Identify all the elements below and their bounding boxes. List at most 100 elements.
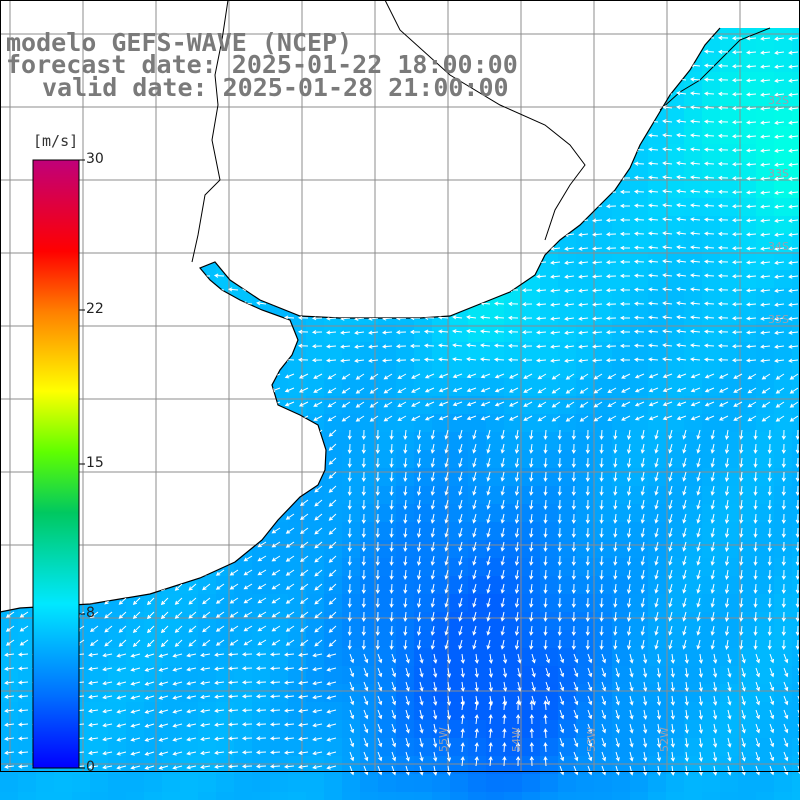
wind-arrow [788, 218, 799, 223]
wind-arrow [724, 485, 730, 496]
wind-arrow [411, 387, 421, 393]
wind-arrow [689, 105, 701, 110]
field-cell [306, 756, 325, 775]
wind-arrow [172, 723, 183, 728]
field-cell [360, 702, 379, 721]
wind-arrow [619, 329, 631, 335]
wind-arrow [424, 415, 435, 421]
field-cell [702, 468, 721, 487]
wind-arrow [298, 708, 309, 713]
wind-arrow [328, 471, 337, 479]
field-cell [0, 756, 19, 775]
field-cell [486, 432, 505, 451]
field-cell [720, 684, 739, 703]
field-cell [576, 594, 595, 613]
field-cell [576, 234, 595, 253]
wind-arrow [656, 667, 662, 678]
field-cell [324, 504, 343, 523]
field-cell [756, 306, 775, 325]
wind-arrow [781, 485, 786, 497]
wind-arrow [328, 457, 337, 465]
wind-arrow [587, 695, 593, 706]
wind-arrow [529, 499, 534, 510]
wind-arrow [102, 723, 113, 728]
wind-arrow [578, 288, 589, 293]
wind-arrow [297, 329, 309, 334]
field-cell [90, 612, 109, 631]
wind-arrow [703, 301, 715, 306]
wind-arrow [585, 639, 590, 651]
field-cell [774, 54, 793, 73]
wind-arrow [788, 260, 799, 265]
wind-arrow [486, 611, 491, 622]
wind-arrow [474, 700, 479, 711]
field-cell [414, 612, 433, 631]
wind-arrow [403, 569, 408, 581]
wind-arrow [724, 611, 730, 622]
wind-arrow [626, 485, 632, 496]
field-cell [306, 648, 325, 667]
field-cell [594, 612, 613, 631]
wind-arrow [654, 583, 659, 594]
wind-arrow [416, 457, 422, 468]
field-cell [468, 306, 487, 325]
field-cell [522, 306, 541, 325]
wind-arrow [397, 387, 407, 393]
wind-arrow [375, 443, 380, 455]
wind-arrow [731, 302, 743, 307]
wind-arrow [361, 597, 366, 609]
wind-arrow [781, 611, 786, 623]
field-cell [702, 774, 721, 793]
field-cell [144, 666, 163, 685]
wind-arrow [543, 471, 548, 483]
wind-arrow [774, 218, 785, 223]
wind-arrow [578, 246, 589, 251]
field-cell [702, 252, 721, 271]
wind-arrow [788, 344, 799, 349]
field-cell [756, 288, 775, 307]
wind-arrow [452, 329, 463, 334]
wind-arrow [340, 344, 351, 349]
field-cell [450, 630, 469, 649]
wind-arrow [314, 639, 323, 647]
wind-arrow [557, 597, 562, 609]
field-cell [504, 414, 523, 433]
wind-arrow [144, 695, 155, 700]
wind-arrow [299, 611, 309, 619]
wind-arrow [130, 653, 141, 658]
wind-arrow [703, 287, 715, 292]
field-cell [738, 468, 757, 487]
field-cell [666, 108, 685, 127]
field-cell [324, 738, 343, 757]
wind-arrow [717, 203, 729, 209]
wind-arrow [634, 401, 645, 407]
wind-arrow [656, 681, 662, 692]
wind-arrow [160, 597, 169, 606]
wind-arrow [727, 695, 732, 706]
field-cell [648, 630, 667, 649]
field-cell [612, 684, 631, 703]
field-cell [774, 108, 793, 127]
wind-arrow [271, 597, 281, 604]
field-cell [756, 522, 775, 541]
field-cell [522, 450, 541, 469]
wind-arrow [788, 134, 799, 139]
field-cell [684, 774, 703, 793]
field-cell [720, 504, 739, 523]
field-cell [702, 720, 721, 739]
field-cell [324, 594, 343, 613]
field-cell [450, 378, 469, 397]
wind-arrow [543, 499, 548, 511]
field-cell [432, 666, 451, 685]
wind-arrow [745, 218, 757, 223]
wind-arrow [745, 288, 757, 293]
field-cell [342, 792, 361, 800]
wind-arrow [269, 680, 281, 685]
wind-arrow [710, 499, 715, 510]
field-cell [774, 666, 793, 685]
field-cell [450, 648, 469, 667]
wind-arrow [503, 653, 508, 664]
wind-arrow [717, 119, 729, 125]
field-cell [36, 774, 55, 793]
wind-arrow [327, 401, 337, 408]
